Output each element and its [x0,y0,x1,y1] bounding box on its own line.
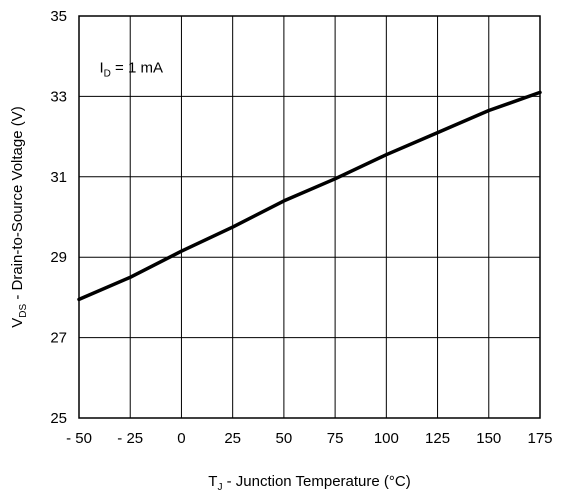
x-tick-label: 50 [276,430,293,447]
x-tick-label: - 25 [117,430,143,447]
x-tick-labels: - 50 - 25 0 25 50 75 100 125 150 175 [66,430,552,447]
grid [79,16,540,418]
series-group [77,90,542,302]
x-tick-label: 100 [374,430,399,447]
series-line [77,90,542,302]
plot-frame [78,15,541,419]
x-tick-label: 25 [224,430,241,447]
x-tick-label: 75 [327,430,344,447]
y-tick-label: 27 [50,330,67,347]
y-axis-label: VDS - Drain-to-Source Voltage (V) [9,106,29,328]
x-tick-label: 175 [527,430,552,447]
y-tick-label: 33 [50,88,67,105]
y-tick-labels: 25 27 29 31 33 35 [50,8,67,427]
current-annotation: ID = 1 mA [99,59,163,79]
x-tick-label: 0 [177,430,185,447]
x-tick-label: 150 [476,430,501,447]
x-axis-label: TJ - Junction Temperature (°C) [208,473,410,493]
y-tick-label: 25 [50,410,67,427]
x-tick-label: 125 [425,430,450,447]
y-tick-label: 35 [50,8,67,25]
x-tick-label: - 50 [66,430,92,447]
y-tick-label: 29 [50,249,67,266]
y-tick-label: 31 [50,169,67,186]
